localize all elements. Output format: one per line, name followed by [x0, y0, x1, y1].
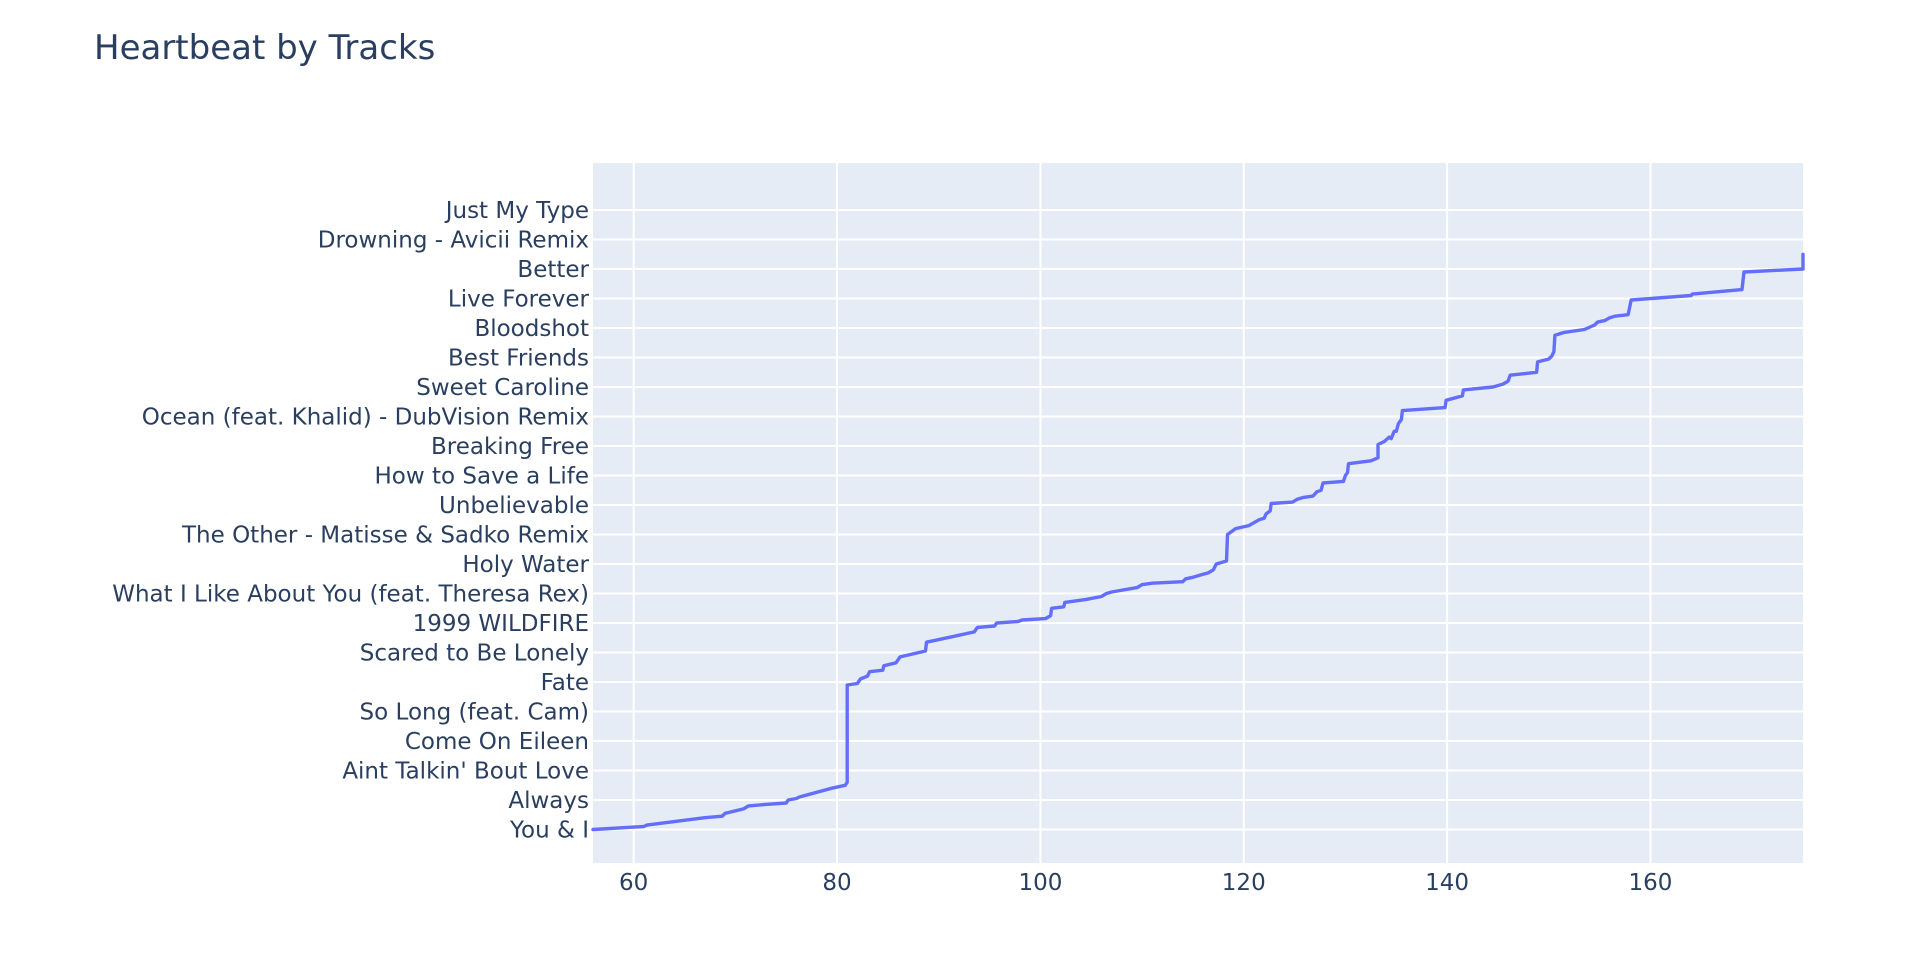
- y-tick-label: Drowning - Avicii Remix: [318, 228, 589, 254]
- y-tick-label: Scared to Be Lonely: [360, 641, 589, 667]
- y-tick-label: Bloodshot: [474, 316, 589, 342]
- x-axis-ticks: 60 80 100 120 140 160: [619, 870, 1672, 896]
- y-tick-label: The Other - Matisse & Sadko Remix: [181, 523, 589, 549]
- y-tick-label: What I Like About You (feat. Theresa Rex…: [112, 582, 589, 608]
- plot-background: [593, 163, 1803, 863]
- y-tick-label: Unbelievable: [439, 493, 589, 519]
- x-tick-label: 120: [1222, 870, 1266, 896]
- y-tick-label: Always: [508, 788, 589, 814]
- series-line: [591, 252, 1805, 832]
- x-gridlines: [632, 163, 1652, 863]
- x-tick-label: 80: [822, 870, 851, 896]
- y-tick-label: You & I: [509, 818, 589, 844]
- y-tick-label: Fate: [541, 670, 589, 696]
- y-gridlines: [593, 209, 1803, 831]
- x-tick-label: 60: [619, 870, 648, 896]
- y-tick-label: Breaking Free: [431, 434, 589, 460]
- y-axis-ticks: You & I Always Aint Talkin' Bout Love Come …: [112, 198, 589, 844]
- y-tick-label: 1999 WILDFIRE: [413, 611, 589, 637]
- y-tick-label: Better: [517, 257, 589, 283]
- y-tick-label: How to Save a Life: [374, 464, 589, 490]
- y-tick-label: Just My Type: [444, 198, 589, 224]
- y-tick-label: Best Friends: [448, 346, 589, 372]
- x-tick-label: 100: [1018, 870, 1062, 896]
- x-tick-label: 160: [1629, 870, 1673, 896]
- y-tick-label: So Long (feat. Cam): [360, 700, 589, 726]
- y-tick-label: Ocean (feat. Khalid) - DubVision Remix: [142, 405, 589, 431]
- chart-title: Heartbeat by Tracks: [94, 28, 436, 68]
- y-tick-label: Holy Water: [462, 552, 589, 578]
- x-tick-label: 140: [1425, 870, 1469, 896]
- y-tick-label: Live Forever: [448, 287, 590, 313]
- y-tick-label: Come On Eileen: [405, 729, 589, 755]
- y-tick-label: Sweet Caroline: [416, 375, 589, 401]
- y-tick-label: Aint Talkin' Bout Love: [342, 759, 589, 785]
